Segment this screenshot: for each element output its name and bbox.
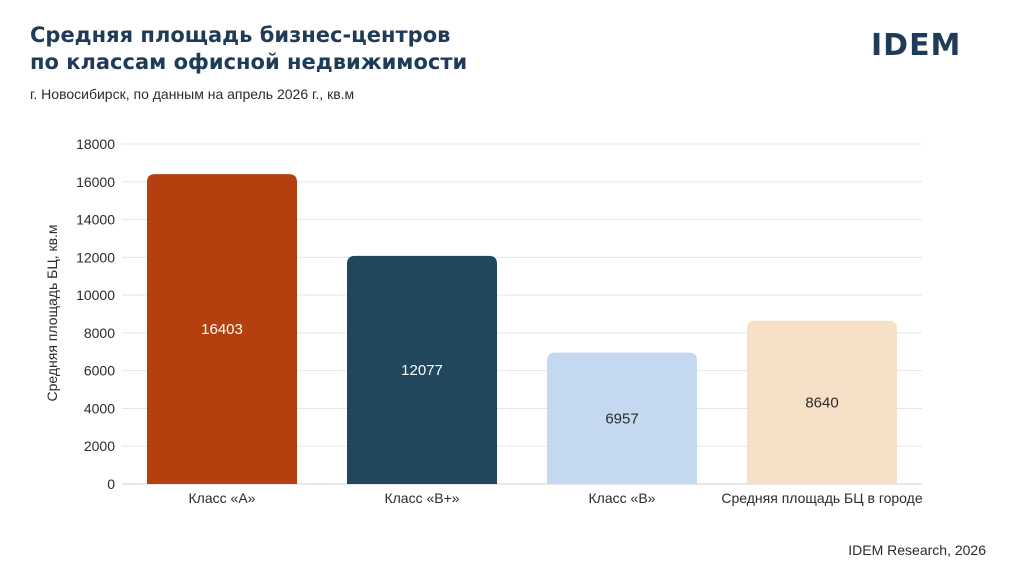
chart-title: Средняя площадь бизнес-центров по класса… xyxy=(30,22,730,76)
y-axis-ticks: 0 2000 4000 6000 8000 10000 12000 14000 16000 180… xyxy=(76,136,115,492)
y-tick-label: 6000 xyxy=(84,363,115,379)
bar xyxy=(547,352,697,484)
data-label: 16403 xyxy=(201,321,243,338)
data-label: 6957 xyxy=(605,410,638,427)
bar xyxy=(747,320,897,484)
idem-logo: IDEM xyxy=(871,28,962,63)
bar xyxy=(347,255,497,484)
bars xyxy=(147,174,897,484)
x-axis-labels: Класс «А» Класс «В+» Класс «В» Средняя площ… xyxy=(189,490,923,506)
y-tick-label: 16000 xyxy=(76,174,115,190)
y-tick-label: 12000 xyxy=(76,249,115,265)
chart-title-line2: по классам офисной недвижимости xyxy=(30,50,468,74)
y-tick-label: 10000 xyxy=(76,287,115,303)
y-axis-title: Средняя площадь БЦ, кв.м xyxy=(44,224,60,401)
y-tick-label: 18000 xyxy=(76,136,115,152)
y-tick-label: 8000 xyxy=(84,325,115,341)
y-tick-label: 4000 xyxy=(84,400,115,416)
x-category-label: Класс «В+» xyxy=(384,490,459,506)
data-labels: 16403 12077 6957 8640 xyxy=(201,321,839,427)
data-label: 8640 xyxy=(805,394,838,411)
source-note: IDEM Research, 2026 xyxy=(848,542,986,558)
y-tick-label: 0 xyxy=(107,476,115,492)
chart-title-line1: Средняя площадь бизнес-центров xyxy=(30,23,451,47)
data-label: 12077 xyxy=(401,362,443,379)
y-tick-label: 14000 xyxy=(76,212,115,228)
y-tick-label: 2000 xyxy=(84,438,115,454)
bar xyxy=(147,174,297,484)
x-category-label: Средняя площадь БЦ в городе xyxy=(721,490,922,506)
chart-subtitle: г. Новосибирск, по данным на апрель 2026… xyxy=(30,86,355,102)
x-category-label: Класс «В» xyxy=(589,490,656,506)
x-category-label: Класс «А» xyxy=(189,490,256,506)
